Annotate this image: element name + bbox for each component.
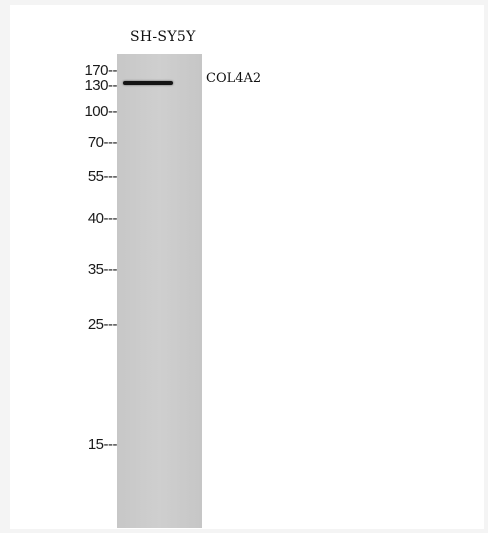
sample-label: SH-SY5Y <box>130 29 196 45</box>
marker-15: 15--- <box>87 436 118 453</box>
protein-band <box>123 81 173 85</box>
marker-170: 170-- <box>84 62 117 79</box>
marker-35: 35--- <box>87 261 118 278</box>
marker-70: 70--- <box>87 134 118 151</box>
marker-55: 55--- <box>87 168 118 185</box>
marker-130: 130-- <box>84 77 117 94</box>
marker-100: 100-- <box>84 103 117 120</box>
western-blot-panel <box>10 5 484 529</box>
marker-40: 40--- <box>87 210 118 227</box>
gel-lane <box>117 54 202 528</box>
marker-25: 25--- <box>87 316 118 333</box>
protein-label: COL4A2 <box>206 71 262 86</box>
